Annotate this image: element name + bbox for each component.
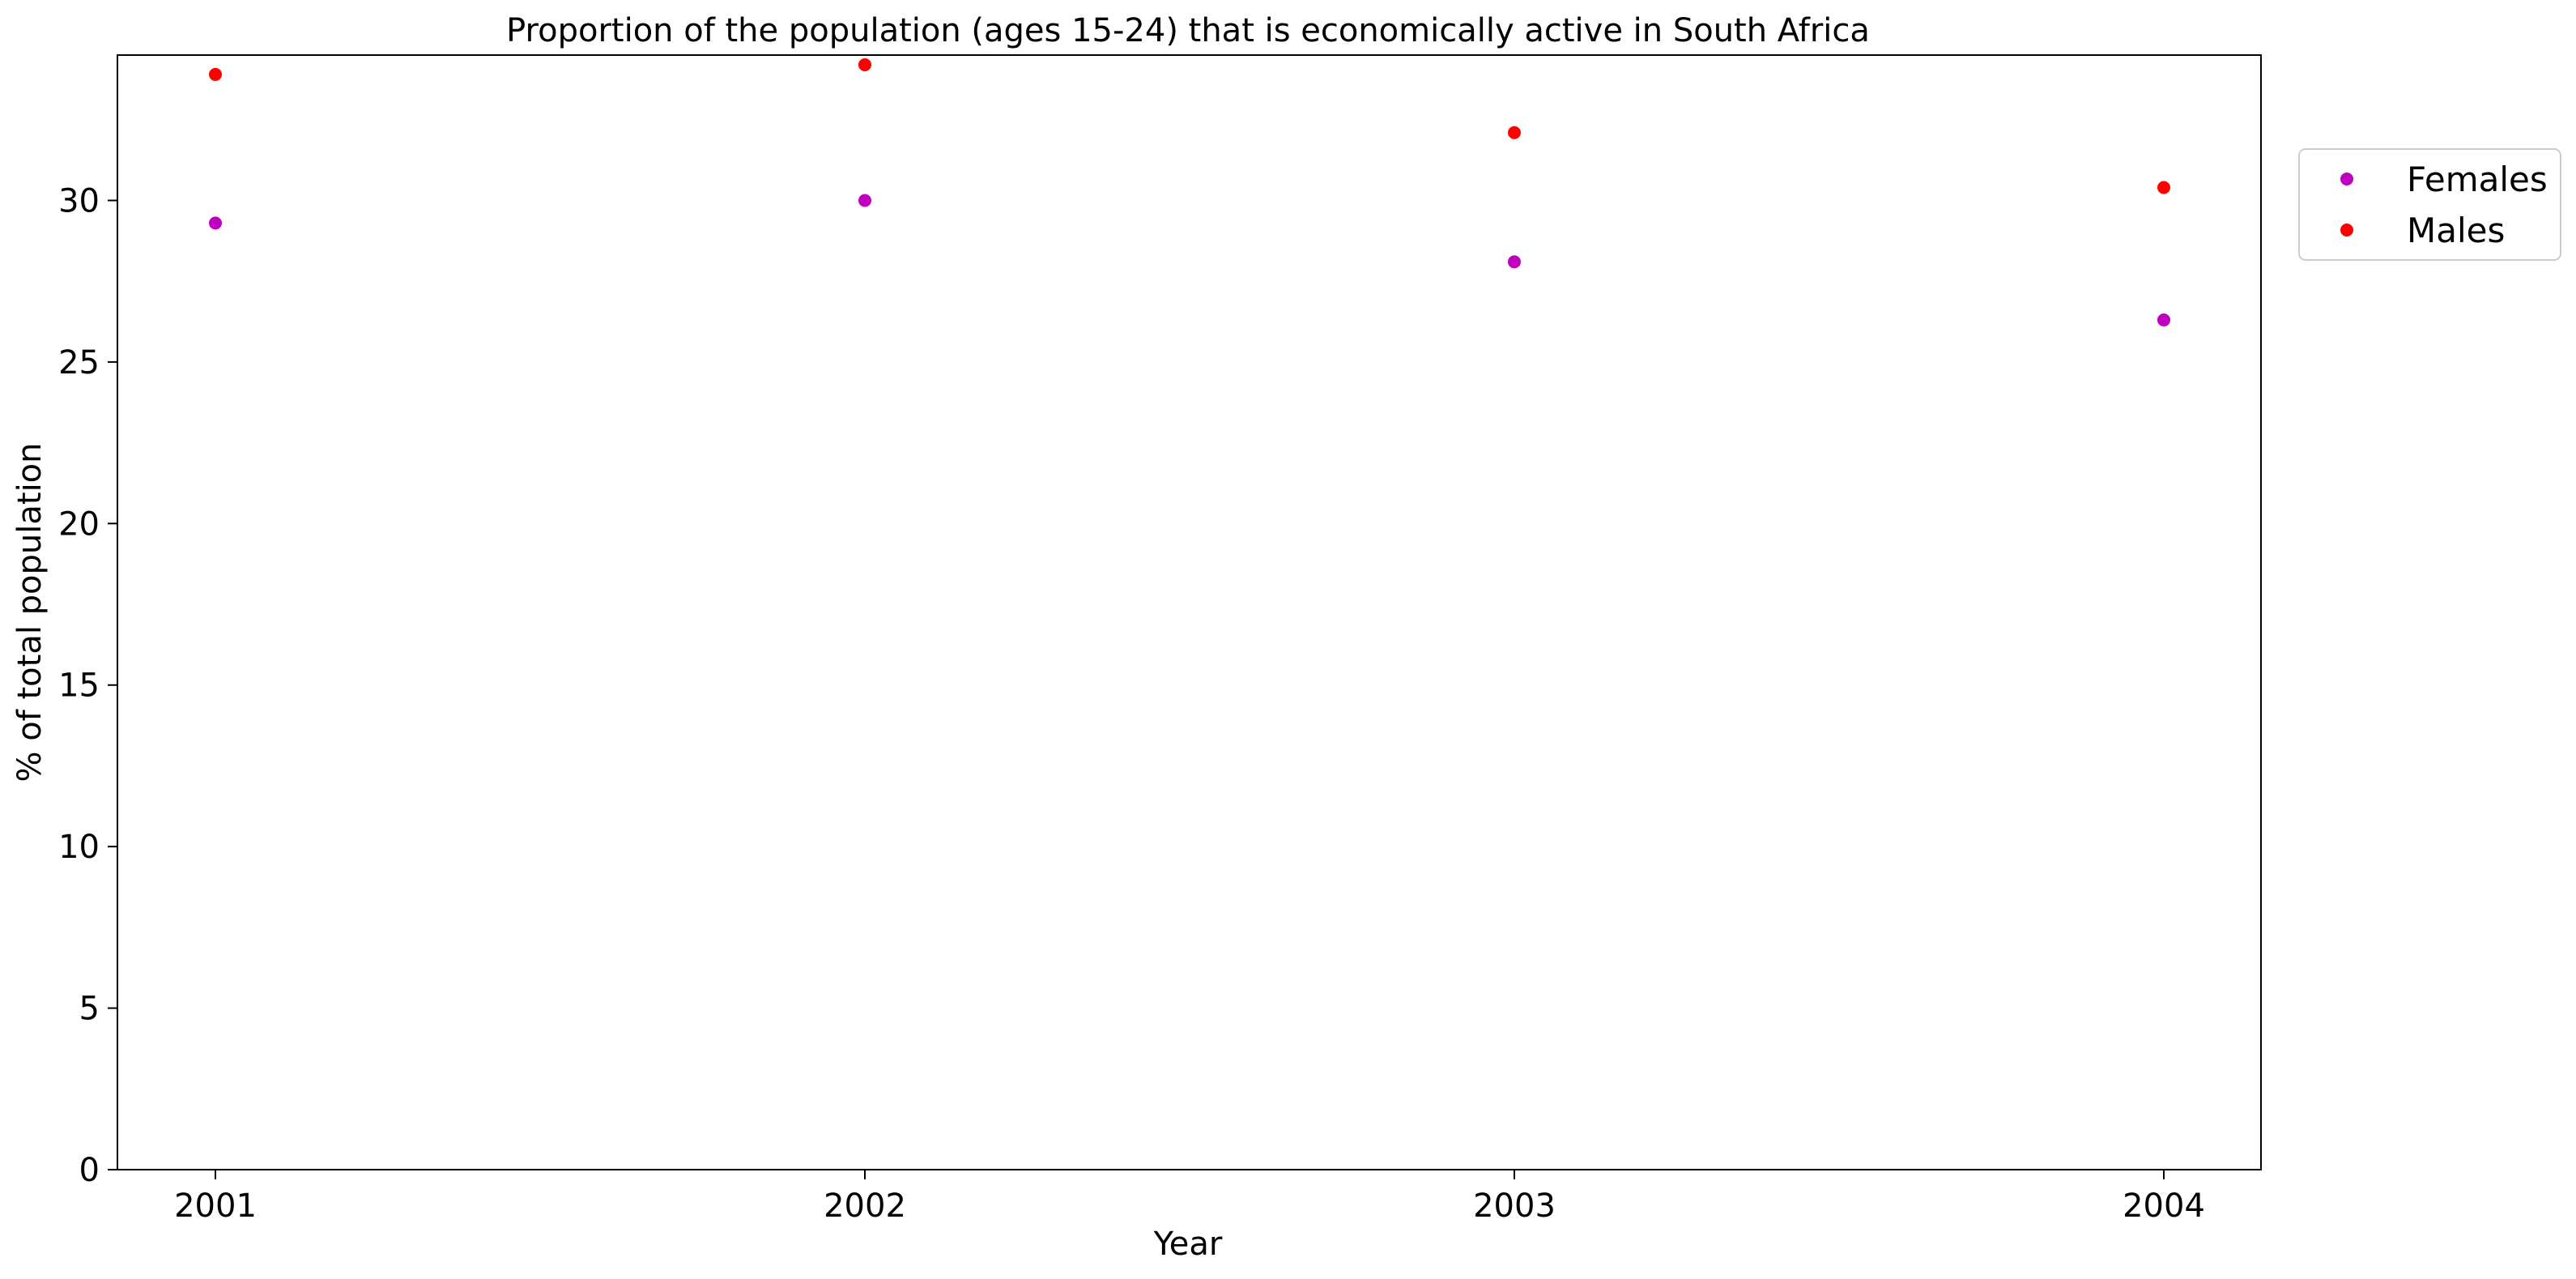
y-axis-ticks: 0 5 10 15 20 25 30 [58,182,117,1189]
x-tick-label: 2001 [174,1187,257,1225]
y-tick-label: 0 [79,1152,100,1189]
point-females-2002 [858,194,871,207]
point-males-2001 [209,67,222,81]
point-females-2001 [209,216,222,230]
y-axis-title: % of total population [11,442,49,782]
point-females-2003 [1508,255,1521,269]
point-males-2003 [1508,126,1521,139]
x-axis-title: Year [1153,1226,1223,1263]
y-tick-label: 10 [58,829,100,866]
y-tick-label: 20 [58,505,100,543]
legend-marker-females [2340,173,2353,185]
legend-frame [2298,148,2561,261]
y-tick-label: 25 [58,344,100,382]
x-tick-label: 2003 [1473,1187,1556,1225]
point-males-2002 [858,58,871,71]
x-tick-label: 2002 [824,1187,906,1225]
data-points [209,58,2170,327]
plot-area [117,54,2262,1170]
y-tick-label: 5 [79,991,100,1028]
y-tick-label: 15 [58,667,100,705]
y-tick-label: 30 [58,182,100,220]
legend-label-males: Males [2407,211,2505,250]
x-axis-ticks: 2001 2002 2003 2004 [174,1170,2205,1225]
point-males-2004 [2157,181,2170,194]
point-females-2004 [2157,313,2170,327]
x-tick-label: 2004 [2123,1187,2205,1225]
legend-marker-males [2340,224,2353,237]
legend: Females Males [2298,148,2561,261]
chart-title: Proportion of the population (ages 15-24… [506,12,1870,49]
legend-label-females: Females [2407,160,2548,199]
